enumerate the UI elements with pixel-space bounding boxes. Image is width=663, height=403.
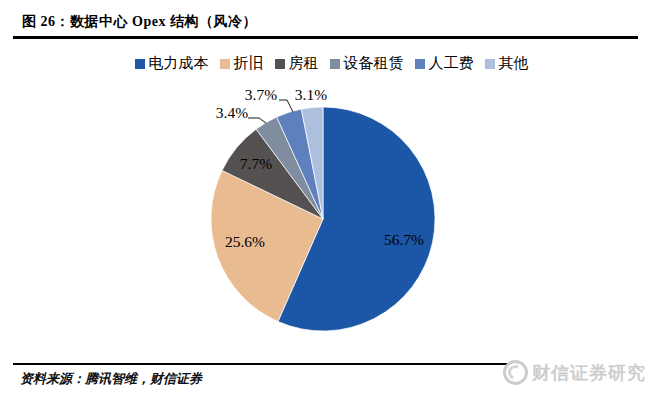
brand-watermark-text: 财信证券研究: [532, 361, 646, 385]
pie-label-折旧: 25.6%: [225, 233, 265, 250]
pie-label-其他: 3.1%: [295, 86, 327, 103]
pie-chart: 56.7% 25.6% 7.7% 3.4%3.7% 3.1%: [0, 0, 663, 403]
brand-logo-icon: [503, 360, 528, 385]
source-note: 资料来源：腾讯智维，财信证券: [20, 370, 202, 388]
pie-label-电力成本: 56.7%: [384, 231, 424, 248]
leader-line-设备租赁: [248, 118, 266, 123]
brand-watermark: 财信证券研究: [503, 360, 646, 385]
pie-label-房租: 7.7%: [240, 155, 272, 172]
footer-rule: [13, 363, 515, 365]
pie-label-设备租赁: 3.4%: [216, 104, 248, 121]
report-figure: 图 26：数据中心 Opex 结构（风冷） 电力成本折旧房租设备租赁人工费其他 …: [0, 0, 663, 403]
leader-line-人工费: [279, 100, 293, 112]
pie-label-人工费: 3.7%: [245, 86, 277, 103]
